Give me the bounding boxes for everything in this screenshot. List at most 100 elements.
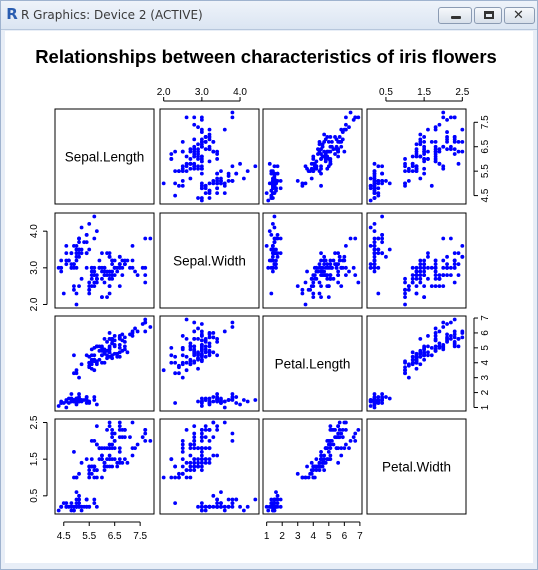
data-point xyxy=(192,166,197,171)
panel-sepal-length-vs-petal-width xyxy=(366,108,467,205)
data-point xyxy=(100,276,104,281)
data-point xyxy=(319,449,323,454)
panel-sepal-width-vs-petal-length xyxy=(262,212,363,309)
data-point xyxy=(110,258,115,263)
data-point xyxy=(426,265,430,270)
data-point xyxy=(107,442,112,447)
panel-frame xyxy=(54,108,155,205)
data-point xyxy=(331,442,336,447)
data-point xyxy=(323,265,328,270)
data-point xyxy=(117,424,122,429)
data-point xyxy=(376,251,381,256)
panel-petal-length-vs-sepal-width xyxy=(159,315,260,412)
data-point xyxy=(215,453,220,458)
data-point xyxy=(317,280,322,285)
data-point xyxy=(107,457,112,462)
data-point xyxy=(426,157,430,161)
data-point xyxy=(222,405,227,410)
minimize-button[interactable] xyxy=(438,7,472,24)
data-point xyxy=(387,396,392,401)
data-point xyxy=(331,276,336,281)
data-point xyxy=(79,276,84,281)
data-point xyxy=(414,164,419,169)
data-point xyxy=(196,142,200,147)
data-point xyxy=(305,269,309,274)
data-point xyxy=(445,135,449,139)
data-point xyxy=(339,144,344,149)
data-point xyxy=(184,368,189,373)
data-point xyxy=(199,171,204,176)
data-point xyxy=(97,446,102,451)
data-point xyxy=(184,161,189,166)
data-point xyxy=(219,401,223,405)
data-point xyxy=(192,353,197,358)
data-point xyxy=(311,169,316,174)
data-point xyxy=(120,273,125,278)
data-point xyxy=(314,276,319,281)
data-point xyxy=(448,265,453,270)
data-point xyxy=(207,399,212,404)
data-point xyxy=(433,262,438,267)
data-point xyxy=(180,360,185,365)
data-point xyxy=(128,435,132,440)
data-point xyxy=(110,262,115,267)
data-point xyxy=(87,475,92,480)
data-point xyxy=(148,325,153,329)
variable-label-sepal-width: Sepal.Width xyxy=(173,254,246,269)
data-point xyxy=(356,280,361,285)
data-point xyxy=(278,186,283,191)
data-point xyxy=(184,460,189,465)
data-point xyxy=(270,258,275,263)
data-point xyxy=(336,154,341,159)
data-point xyxy=(177,183,181,188)
data-point xyxy=(418,276,423,281)
data-point xyxy=(372,229,377,234)
data-point xyxy=(319,183,323,188)
data-point xyxy=(117,350,122,355)
data-point xyxy=(77,251,81,256)
data-point xyxy=(326,442,331,447)
data-point xyxy=(337,258,342,263)
tick-label: 1 xyxy=(480,404,491,410)
data-point xyxy=(238,161,242,166)
data-point xyxy=(376,291,381,296)
data-point xyxy=(196,399,200,404)
data-point xyxy=(426,334,430,338)
data-point xyxy=(339,453,344,458)
panel-frame xyxy=(159,108,260,205)
data-point xyxy=(270,181,275,186)
data-point xyxy=(275,232,280,237)
data-point xyxy=(336,435,341,440)
data-point xyxy=(456,149,461,154)
data-point xyxy=(445,332,449,337)
title-bar[interactable]: R R Graphics: Device 2 (ACTIVE) ✕ xyxy=(1,1,537,30)
data-point xyxy=(325,438,330,443)
data-point xyxy=(452,339,457,344)
data-point xyxy=(130,453,135,458)
data-point xyxy=(74,504,79,509)
data-point xyxy=(199,431,204,436)
data-point xyxy=(211,395,216,399)
data-point xyxy=(275,171,280,176)
data-point xyxy=(177,471,181,476)
data-point xyxy=(122,335,127,340)
data-point xyxy=(199,329,204,334)
data-point xyxy=(77,240,81,245)
data-point xyxy=(316,464,320,469)
data-point xyxy=(203,457,208,462)
data-point xyxy=(441,284,446,289)
tick-label: 6 xyxy=(480,330,491,336)
data-point xyxy=(269,291,274,296)
data-point xyxy=(94,402,99,407)
data-point xyxy=(342,254,347,259)
data-point xyxy=(107,284,112,289)
close-button[interactable]: ✕ xyxy=(504,7,535,24)
data-point xyxy=(414,351,419,356)
maximize-button[interactable] xyxy=(474,7,502,24)
data-point xyxy=(230,110,235,115)
data-point xyxy=(226,497,231,502)
data-point xyxy=(303,475,308,480)
data-point xyxy=(117,284,122,289)
panel-frame xyxy=(54,418,155,515)
